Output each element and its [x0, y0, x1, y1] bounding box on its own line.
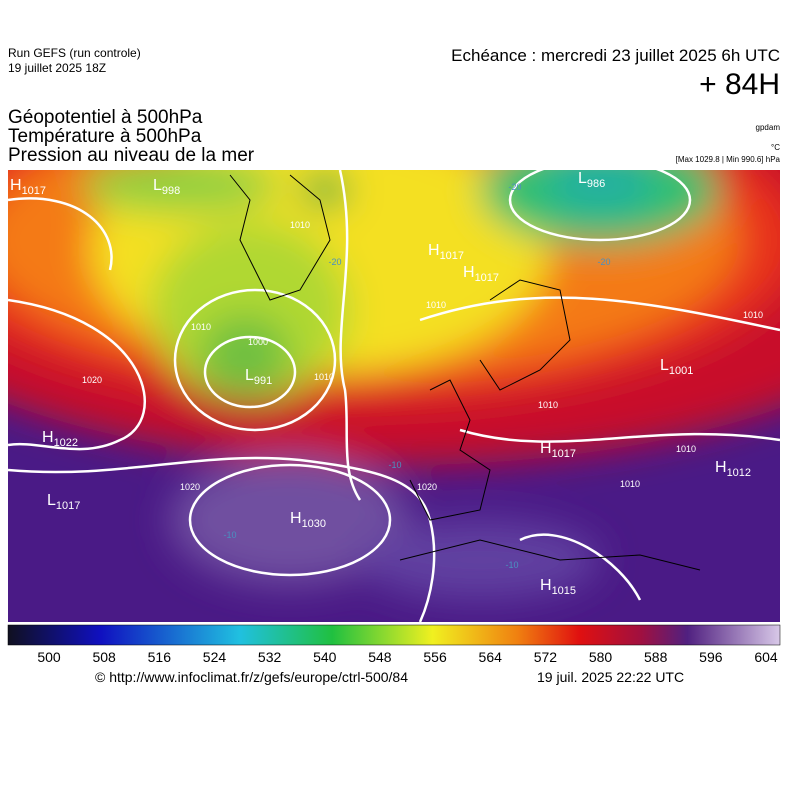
source: © http://www.infoclimat.fr/z/gefs/europe… [95, 669, 409, 685]
unit: gpdam [755, 123, 780, 132]
isotherm-label: -10 [223, 530, 236, 540]
pressure-center: L1001 [660, 357, 693, 377]
unit: [Max 1029.8 | Min 990.6] hPa [675, 155, 780, 164]
isobar-label: 1010 [426, 300, 446, 310]
center-value: 1022 [54, 437, 78, 449]
field: Température à 500hPa [8, 126, 202, 147]
isotherm-label: -20 [328, 257, 341, 267]
colorbar-label: 516 [148, 649, 172, 665]
pressure-center: H1012 [715, 459, 751, 479]
center-letter: H [10, 177, 22, 194]
pressure-center: L986 [578, 170, 605, 190]
center-value: 1030 [302, 518, 326, 530]
colorbar [7, 624, 781, 646]
isobar-label: 1010 [191, 322, 211, 332]
colorbar-label: 564 [479, 649, 503, 665]
center-value: 998 [162, 185, 180, 197]
center-letter: H [715, 459, 727, 476]
isobar-label: 1000 [248, 337, 268, 347]
colorbar-label: 596 [699, 649, 723, 665]
center-value: 1001 [669, 365, 693, 377]
colorbar-label: 572 [534, 649, 558, 665]
colorbar-label: 604 [754, 649, 778, 665]
center-value: 1017 [56, 500, 80, 512]
center-letter: L [47, 492, 56, 509]
pressure-center: H1017 [540, 440, 576, 460]
map-field [8, 170, 780, 622]
center-letter: H [290, 510, 302, 527]
center-letter: H [540, 577, 552, 594]
pressure-center: H1015 [540, 577, 576, 597]
field: Pression au niveau de la mer [8, 145, 255, 166]
colorbar-label: 556 [423, 649, 447, 665]
isobar-label: 1020 [82, 375, 102, 385]
center-value: 1017 [552, 448, 576, 460]
lead-time: + 84H [699, 68, 780, 101]
colorbar-label: 524 [203, 649, 227, 665]
isobar-label: 1020 [417, 482, 437, 492]
pressure-center: L998 [153, 177, 180, 197]
pressure-center: L1017 [47, 492, 80, 512]
generated: 19 juil. 2025 22:22 UTC [537, 669, 685, 685]
colorbar-label: 532 [258, 649, 282, 665]
isotherm-label: -10 [388, 460, 401, 470]
pressure-center: L991 [245, 367, 272, 387]
colorbar-label: 548 [368, 649, 392, 665]
center-letter: H [463, 264, 475, 281]
colorbar-label: 508 [92, 649, 116, 665]
isotherm-label: -20 [597, 257, 610, 267]
isobar-label: 1010 [620, 479, 640, 489]
isobar-label: 1010 [676, 444, 696, 454]
center-value: 1017 [22, 185, 46, 197]
isobar-label: 1020 [180, 482, 200, 492]
colorbar-label: 540 [313, 649, 337, 665]
center-value: 1017 [440, 250, 464, 262]
isotherm-label: -20 [508, 182, 521, 192]
center-letter: L [578, 170, 587, 187]
center-value: 1017 [475, 272, 499, 284]
colorbar-label: 580 [589, 649, 613, 665]
center-value: 991 [254, 375, 272, 387]
run: Run GEFS (run controle) [8, 46, 141, 60]
pressure-center: H1030 [290, 510, 326, 530]
pressure-center: H1017 [463, 264, 499, 284]
center-letter: H [42, 429, 54, 446]
isobar-label: 1010 [314, 372, 334, 382]
isotherm-label: -10 [505, 560, 518, 570]
center-letter: H [540, 440, 552, 457]
center-letter: L [153, 177, 162, 194]
valid-time: Echéance : mercredi 23 juillet 2025 6h U… [451, 46, 780, 65]
center-value: 986 [587, 178, 605, 190]
isobar-label: 1010 [290, 220, 310, 230]
colorbar-label: 588 [644, 649, 668, 665]
isobar-label: 1010 [743, 310, 763, 320]
center-letter: L [660, 357, 669, 374]
colorbar-label: 500 [37, 649, 61, 665]
center-letter: L [245, 367, 254, 384]
pressure-center: H1017 [10, 177, 46, 197]
center-letter: H [428, 242, 440, 259]
center-value: 1015 [552, 585, 576, 597]
unit: °C [771, 143, 780, 152]
field: Géopotentiel à 500hPa [8, 107, 203, 128]
pressure-center: H1017 [428, 242, 464, 262]
pressure-center: H1022 [42, 429, 78, 449]
center-value: 1012 [727, 467, 751, 479]
isobar-label: 1010 [538, 400, 558, 410]
run-date: 19 juillet 2025 18Z [8, 61, 107, 75]
